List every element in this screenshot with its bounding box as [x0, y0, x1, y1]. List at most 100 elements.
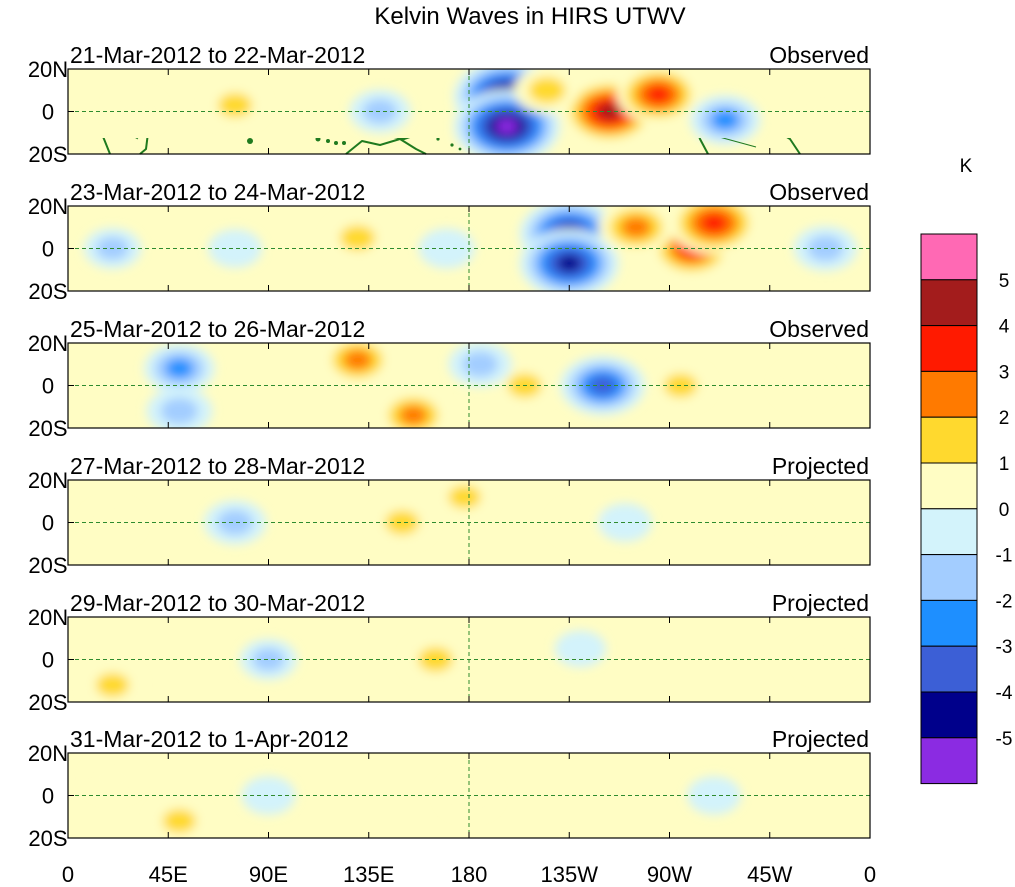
panel-5: 20N 0 20S 29-Mar-2012 to 30-Mar-2012 Project… [28, 590, 871, 715]
colorbar-swatch [920, 279, 978, 327]
y-tick-label: 20S [28, 690, 67, 715]
anomaly-contour [554, 630, 606, 668]
y-tick-label: 20N [28, 741, 68, 766]
panel-status: Observed [769, 316, 869, 342]
anomaly-contour [528, 77, 566, 104]
coastline [102, 138, 111, 155]
y-tick-label: 0 [42, 784, 54, 809]
anomaly-contour [711, 110, 740, 130]
panel-date-range: 27-Mar-2012 to 28-Mar-2012 [70, 453, 365, 479]
panel-2: 20N 0 20S 23-Mar-2012 to 24-Mar-2012 Observe… [28, 179, 871, 304]
map-panels: 20N 0 20S 21-Mar-2012 to 22-Mar-2012 Observe… [28, 42, 871, 851]
colorbar-swatch [920, 325, 978, 372]
island [458, 147, 462, 151]
colorbar-swatch [920, 370, 978, 418]
colorbar-label: 0 [999, 500, 1010, 521]
anomaly-contour [557, 254, 582, 272]
anomaly-contour [754, 503, 808, 542]
y-tick-label: 20N [28, 468, 68, 493]
y-tick-label: 0 [42, 374, 54, 399]
anomaly-contour [340, 225, 376, 251]
y-tick-label: 20S [28, 142, 67, 167]
colorbar-label: 4 [999, 317, 1010, 338]
colorbar-label: -1 [996, 546, 1013, 567]
anomaly-contour [495, 118, 518, 134]
panel-status: Observed [769, 179, 869, 205]
anomaly-contour [385, 510, 420, 535]
y-tick-label: 20N [28, 605, 68, 630]
panel-1: 20N 0 20S 21-Mar-2012 to 22-Mar-2012 Observe… [28, 42, 871, 167]
colorbar-swatch [920, 233, 978, 281]
anomaly-contour [448, 485, 481, 509]
coastline [345, 138, 427, 155]
colorbar: 5 4 3 2 1 0 -1 -2 -3 -4 -5 [920, 233, 1013, 785]
colorbar-label: 3 [999, 362, 1010, 383]
panel-6: 20N 0 20S 31-Mar-2012 to 1-Apr-2012 Projecte… [28, 726, 871, 851]
panel-status: Projected [772, 453, 869, 479]
panel-date-range: 29-Mar-2012 to 30-Mar-2012 [70, 590, 365, 616]
y-tick-label: 0 [42, 648, 54, 673]
coastlines [102, 138, 801, 155]
panel-status: Projected [772, 726, 869, 752]
anomaly-contour [645, 85, 671, 104]
colorbar-swatch [920, 416, 978, 464]
colorbar-swatch [920, 554, 978, 601]
anomaly-contour [96, 673, 130, 697]
y-tick-label: 20S [28, 279, 67, 304]
x-tick-label: 135E [343, 862, 394, 887]
panel-status: Projected [772, 590, 869, 616]
x-tick-label: 90W [647, 862, 692, 887]
border [721, 138, 757, 148]
island [247, 138, 253, 144]
island [436, 138, 440, 141]
island [315, 138, 321, 142]
colorbar-swatch [920, 737, 978, 785]
island [450, 143, 454, 147]
x-tick-label: 45E [149, 862, 188, 887]
colorbar-label: -4 [996, 683, 1013, 704]
x-tick-label: 45W [747, 862, 792, 887]
coastline [139, 138, 149, 155]
x-tick-label: 0 [864, 862, 876, 887]
anomaly-contour [343, 350, 372, 370]
colorbar-swatch [920, 462, 978, 510]
anomaly-contour [217, 510, 253, 535]
anomaly-contour [165, 358, 194, 379]
anomaly-contour [621, 216, 651, 238]
colorbar-swatch [920, 645, 978, 693]
colorbar-swatch [920, 599, 978, 647]
island [334, 141, 338, 145]
colorbar-swatch [920, 508, 978, 556]
x-tick-label: 135W [541, 862, 599, 887]
y-tick-label: 20N [28, 331, 68, 356]
colorbar-label: -3 [996, 637, 1013, 658]
coastline [786, 138, 801, 155]
panel-date-range: 31-Mar-2012 to 1-Apr-2012 [70, 726, 349, 752]
anomaly-contour [700, 213, 728, 233]
anomaly-contour [462, 351, 498, 377]
y-tick-label: 20S [28, 416, 67, 441]
colorbar-units: K [960, 156, 973, 177]
anomaly-contour [252, 647, 285, 672]
y-tick-label: 0 [42, 511, 54, 536]
panel-date-range: 25-Mar-2012 to 26-Mar-2012 [70, 316, 365, 342]
colorbar-swatch [920, 691, 978, 739]
panel-date-range: 23-Mar-2012 to 24-Mar-2012 [70, 179, 365, 205]
island [326, 139, 330, 143]
colorbar-label: -5 [996, 729, 1013, 750]
colorbar-label: 2 [999, 408, 1010, 429]
anomaly-contour [218, 93, 252, 118]
x-tick-label: 90E [249, 862, 288, 887]
coastline [698, 138, 709, 155]
y-tick-label: 0 [42, 237, 54, 262]
y-tick-label: 20S [28, 826, 67, 851]
anomaly-contour [160, 397, 198, 425]
y-tick-label: 20N [28, 57, 68, 82]
y-tick-label: 0 [42, 100, 54, 125]
x-tick-label: 180 [451, 862, 488, 887]
x-axis: 0 45E 90E 135E 180 135W 90W 45W 0 [62, 862, 876, 887]
anomaly-contour [85, 759, 140, 798]
chart-title: Kelvin Waves in HIRS UTWV [374, 3, 685, 30]
x-tick-label: 0 [62, 862, 74, 887]
